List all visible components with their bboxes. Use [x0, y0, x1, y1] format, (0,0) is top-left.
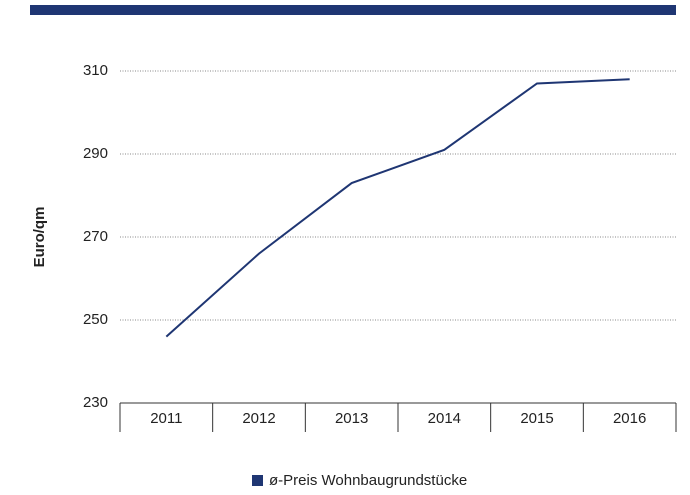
y-tick-label: 250: [83, 311, 108, 328]
top-bar: [30, 5, 676, 15]
x-tick-label: 2011: [150, 410, 182, 427]
y-tick-label: 310: [83, 62, 108, 79]
x-tick-label: 2016: [613, 410, 646, 427]
legend-label: ø-Preis Wohnbaugrundstücke: [269, 472, 467, 489]
x-tick-label: 2012: [242, 410, 275, 427]
x-tick-label: 2015: [520, 410, 553, 427]
y-axis-label: Euro/qm: [31, 207, 48, 268]
y-tick-label: 270: [83, 228, 108, 245]
legend-swatch: [252, 475, 263, 486]
line: [165, 78, 630, 338]
x-tick-label: 2013: [335, 410, 368, 427]
y-tick-label: 290: [83, 145, 108, 162]
x-tick-label: 2014: [428, 410, 461, 427]
y-tick-label: 230: [83, 394, 108, 411]
